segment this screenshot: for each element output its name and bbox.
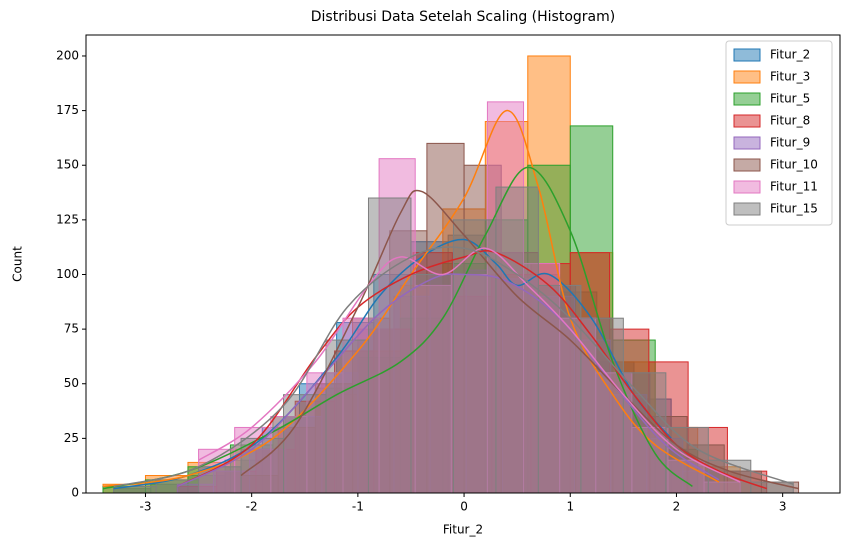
histogram-bar	[452, 219, 497, 494]
y-tick-label: 0	[71, 486, 79, 500]
y-tick-label: 75	[64, 322, 79, 336]
y-axis-label: Count	[11, 246, 25, 282]
legend-swatch	[733, 114, 761, 128]
histogram-bar	[622, 372, 667, 494]
y-tick-label: 175	[56, 103, 79, 117]
x-tick-label: 3	[779, 500, 787, 514]
x-tick-label: -2	[246, 500, 258, 514]
legend-label: Fitur_3	[770, 70, 810, 84]
y-tick-label: 125	[56, 212, 79, 226]
x-tick-label: -1	[352, 500, 364, 514]
legend-swatch	[733, 158, 761, 172]
kde-line	[113, 246, 794, 488]
legend-swatch	[733, 92, 761, 106]
legend-label: Fitur_10	[770, 158, 818, 172]
legend-swatch	[733, 48, 761, 62]
histogram-bar	[580, 317, 624, 494]
legend-swatch	[733, 180, 761, 194]
legend-label: Fitur_15	[770, 202, 818, 216]
legend: Fitur_2 Fitur_3 Fitur_5 Fitur_8 Fitur_9 Fitur…	[725, 40, 833, 226]
legend-box	[725, 40, 833, 226]
legend-swatch	[733, 202, 761, 216]
y-tick-label: 25	[64, 431, 79, 445]
legend-swatch	[733, 70, 761, 84]
y-tick-label: 100	[56, 267, 79, 281]
x-tick-label: 2	[673, 500, 681, 514]
legend-label: Fitur_5	[770, 92, 810, 106]
y-tick-label: 50	[64, 376, 79, 390]
legend-swatch	[733, 136, 761, 150]
histogram-bar	[750, 481, 794, 494]
x-tick-label: 1	[566, 500, 574, 514]
kde-line	[102, 109, 720, 488]
legend-label: Fitur_2	[770, 48, 810, 62]
chart-title: Distribusi Data Setelah Scaling (Histogr…	[311, 9, 615, 25]
kde-line	[176, 273, 720, 488]
kde-line	[113, 238, 672, 490]
histogram-bar	[495, 186, 539, 494]
histogram-bar	[410, 273, 454, 494]
x-tick-label: -3	[139, 500, 151, 514]
y-tick-label: 150	[56, 158, 79, 172]
histogram-bar	[367, 197, 412, 494]
legend-label: Fitur_11	[770, 180, 818, 194]
x-tick-label: 0	[460, 500, 468, 514]
y-tick-label: 200	[56, 48, 79, 62]
legend-label: Fitur_8	[770, 114, 810, 128]
x-axis-label: Fitur_2	[443, 523, 483, 537]
legend-label: Fitur_9	[770, 136, 810, 150]
plot-frame	[85, 34, 841, 494]
histogram-bar	[198, 466, 242, 494]
